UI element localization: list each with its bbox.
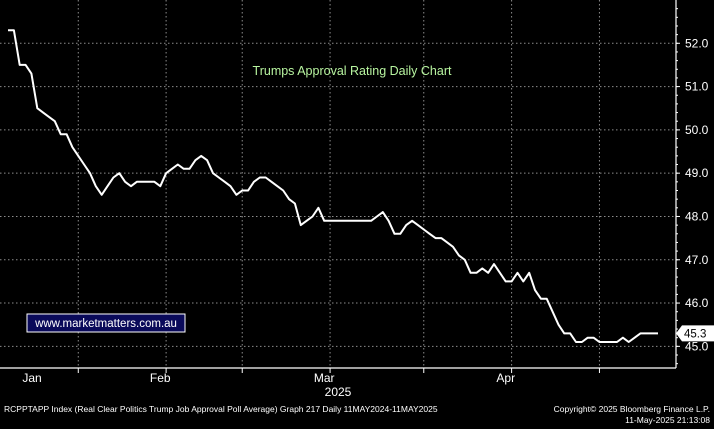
y-tick-label: 47.0: [685, 253, 709, 267]
x-tick-label: Feb: [150, 371, 171, 385]
grid: [0, 0, 676, 368]
y-tick-label: 45.0: [685, 339, 709, 353]
last-value-label: 45.3: [684, 328, 706, 340]
chart-title: Trumps Approval Rating Daily Chart: [253, 64, 452, 78]
y-tick-label: 51.0: [685, 80, 709, 94]
y-tick-label: 48.0: [685, 209, 709, 223]
x-tick-label: Apr: [496, 371, 515, 385]
last-value-marker: 45.3: [676, 325, 714, 342]
timestamp-line: 11-May-2025 21:13:08: [625, 415, 710, 425]
y-tick-label: 52.0: [685, 36, 709, 50]
axes: [0, 0, 680, 373]
x-tick-label: Mar: [314, 371, 335, 385]
x-tick-labels: Jan Feb Mar Apr: [22, 371, 515, 385]
x-axis-year-label: 2025: [325, 385, 352, 399]
y-tick-label: 49.0: [685, 166, 709, 180]
y-tick-label: 46.0: [685, 296, 709, 310]
copyright-line: Copyright© 2025 Bloomberg Finance L.P.: [553, 404, 710, 414]
series-line: [8, 29, 658, 343]
footer-ticker-description: RCPPTAPP Index (Real Clear Politics Trum…: [4, 404, 438, 414]
y-tick-label: 50.0: [685, 123, 709, 137]
series-layer: [8, 29, 658, 343]
x-tick-label: Jan: [22, 371, 41, 385]
footer-copyright: Copyright© 2025 Bloomberg Finance L.P. 1…: [554, 404, 710, 426]
watermark-text: www.marketmatters.com.au: [34, 318, 177, 330]
y-tick-labels: 45.0 46.0 47.0 48.0 49.0 50.0 51.0 52.0: [685, 36, 709, 353]
watermark-box: www.marketmatters.com.au: [26, 313, 186, 333]
